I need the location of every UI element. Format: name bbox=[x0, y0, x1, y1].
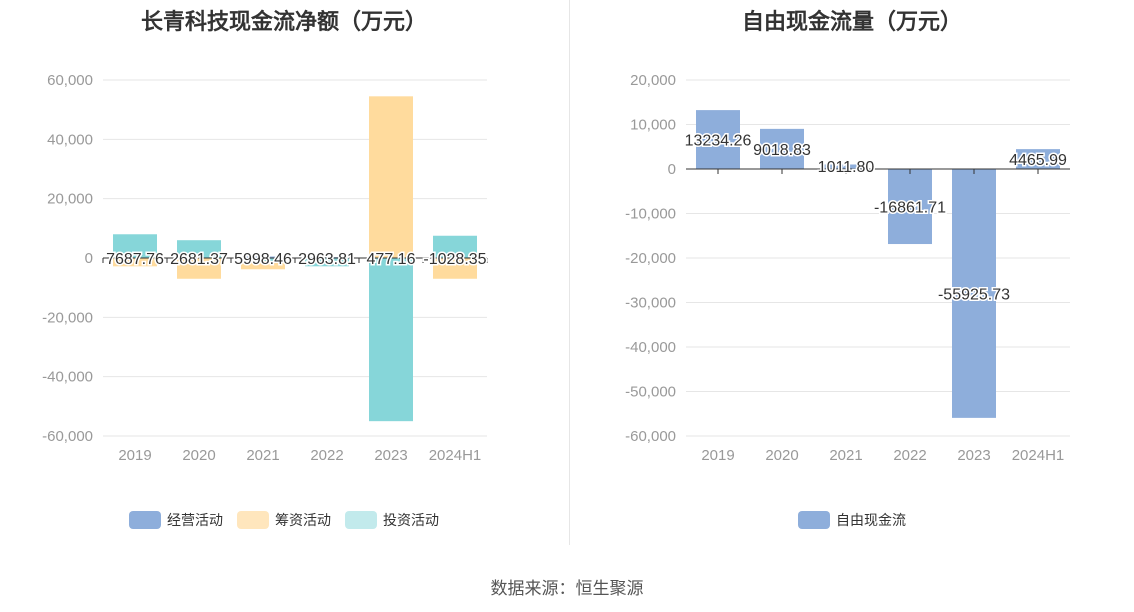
free-cf-bar bbox=[760, 128, 804, 169]
legend-label-operating: 经营活动 bbox=[167, 512, 223, 528]
legend-item-financing[interactable]: 筹资活动 bbox=[237, 510, 331, 530]
net-cf-bar-financing bbox=[369, 96, 413, 258]
free-cf-data-label: 1011.80 bbox=[818, 159, 875, 176]
panel-divider bbox=[569, 0, 570, 545]
free-cf-y-tick-label: -10,000 bbox=[625, 206, 676, 223]
free-cf-y-tick-label: 20,000 bbox=[630, 72, 676, 89]
legend-item-free-cash-flow[interactable]: 自由现金流 bbox=[798, 510, 906, 530]
net-cf-bar-investing bbox=[241, 258, 285, 261]
free-cf-x-tick-label: 2021 bbox=[829, 447, 862, 464]
free-cf-x-tick-label: 2022 bbox=[893, 447, 926, 464]
net-cf-y-tick-label: 40,000 bbox=[47, 131, 93, 148]
free-cf-x-tick-label: 2020 bbox=[765, 447, 798, 464]
net-cf-y-tick-label: 20,000 bbox=[47, 191, 93, 208]
net-cf-data-label: 5998.46 bbox=[234, 251, 292, 268]
legend-label-free-cash-flow: 自由现金流 bbox=[836, 512, 906, 528]
free-cf-bar bbox=[824, 164, 868, 169]
net-cf-bar-investing bbox=[177, 240, 221, 258]
free-cf-y-tick-label: -40,000 bbox=[625, 339, 676, 356]
net-cf-y-tick-label: -60,000 bbox=[42, 428, 93, 445]
free-cf-x-tick-label: 2023 bbox=[957, 447, 990, 464]
net-cf-bar-investing bbox=[113, 234, 157, 258]
net-cf-data-label: -1028.35 bbox=[423, 251, 486, 268]
net-cf-bar-investing bbox=[433, 235, 477, 258]
net-cf-x-tick-label: 2022 bbox=[310, 447, 343, 464]
net-cf-y-tick-label: -20,000 bbox=[42, 309, 93, 326]
net-cf-bar-operating bbox=[241, 256, 285, 258]
free-cf-x-tick-label: 2024H1 bbox=[1012, 447, 1065, 464]
free-cf-bar bbox=[696, 110, 740, 169]
free-cf-bar bbox=[888, 169, 932, 245]
free-cf-data-label: -55925.73 bbox=[938, 286, 1010, 303]
free-cash-flow-title: 自由现金流量（万元） bbox=[741, 9, 962, 34]
legend-swatch-financing bbox=[237, 511, 269, 529]
legend-swatch-free-cash-flow bbox=[798, 511, 830, 529]
free-cf-y-tick-label: -30,000 bbox=[625, 295, 676, 312]
free-cf-y-tick-label: -60,000 bbox=[625, 428, 676, 445]
net-cf-bar-investing bbox=[305, 258, 349, 267]
net-cf-x-tick-label: 2021 bbox=[246, 447, 279, 464]
data-source: 数据来源：恒生聚源 bbox=[490, 579, 644, 598]
net-cf-x-tick-label: 2023 bbox=[374, 447, 407, 464]
net-cf-bar-financing bbox=[113, 258, 157, 267]
net-cf-data-label: 2681.37 bbox=[170, 251, 228, 268]
free-cf-data-label: 13234.26 bbox=[685, 133, 752, 150]
free-cf-y-tick-label: 10,000 bbox=[630, 117, 676, 134]
net-cf-y-tick-label: 60,000 bbox=[47, 72, 93, 89]
free-cash-flow-legend: 自由现金流 bbox=[570, 510, 1134, 530]
net-cf-x-tick-label: 2024H1 bbox=[429, 447, 482, 464]
free-cf-data-label: -16861.71 bbox=[874, 200, 946, 217]
free-cash-flow-panel: 自由现金流量（万元） 20,000 10,000 0 -10,000 -20,000 -3… bbox=[570, 0, 1134, 560]
net-cf-data-label: 2963.81 bbox=[298, 251, 356, 268]
legend-swatch-operating bbox=[129, 511, 161, 529]
net-cash-flow-panel: 长青科技现金流净额（万元） 60,000 40,000 20,000 0 -20,000… bbox=[0, 0, 568, 560]
free-cf-data-label: 9018.83 bbox=[753, 142, 811, 159]
net-cf-x-tick-label: 2020 bbox=[182, 447, 215, 464]
free-cf-data-label: 4465.99 bbox=[1009, 152, 1067, 169]
net-cash-flow-legend: 经营活动 筹资活动 投资活动 bbox=[0, 510, 568, 530]
legend-item-investing[interactable]: 投资活动 bbox=[345, 510, 439, 530]
net-cash-flow-title: 长青科技现金流净额（万元） bbox=[140, 9, 427, 34]
net-cf-data-label: 7687.76 bbox=[106, 251, 164, 268]
free-cf-bar bbox=[1016, 149, 1060, 169]
net-cf-data-label: 477.16 bbox=[367, 251, 416, 268]
net-cf-y-tick-label: 0 bbox=[85, 250, 93, 267]
net-cash-flow-chart: 60,000 40,000 20,000 0 -20,000 -40,000 -60,000… bbox=[42, 72, 488, 464]
free-cf-bar bbox=[952, 169, 996, 418]
free-cf-y-tick-label: 0 bbox=[668, 161, 676, 178]
free-cf-x-tick-label: 2019 bbox=[701, 447, 734, 464]
net-cf-bar-investing bbox=[369, 258, 413, 422]
legend-label-financing: 筹资活动 bbox=[275, 512, 331, 528]
free-cf-y-tick-label: -20,000 bbox=[625, 250, 676, 267]
net-cf-bar-financing bbox=[241, 258, 285, 270]
legend-swatch-investing bbox=[345, 511, 377, 529]
net-cf-y-tick-label: -40,000 bbox=[42, 369, 93, 386]
free-cash-flow-chart: 20,000 10,000 0 -10,000 -20,000 -30,000 -40,00… bbox=[625, 72, 1070, 464]
net-cf-bar-financing bbox=[177, 258, 221, 279]
legend-item-operating[interactable]: 经营活动 bbox=[129, 510, 223, 530]
free-cf-y-tick-label: -50,000 bbox=[625, 384, 676, 401]
net-cf-x-tick-label: 2019 bbox=[118, 447, 151, 464]
net-cf-bar-financing bbox=[433, 258, 477, 279]
legend-label-investing: 投资活动 bbox=[383, 512, 439, 528]
